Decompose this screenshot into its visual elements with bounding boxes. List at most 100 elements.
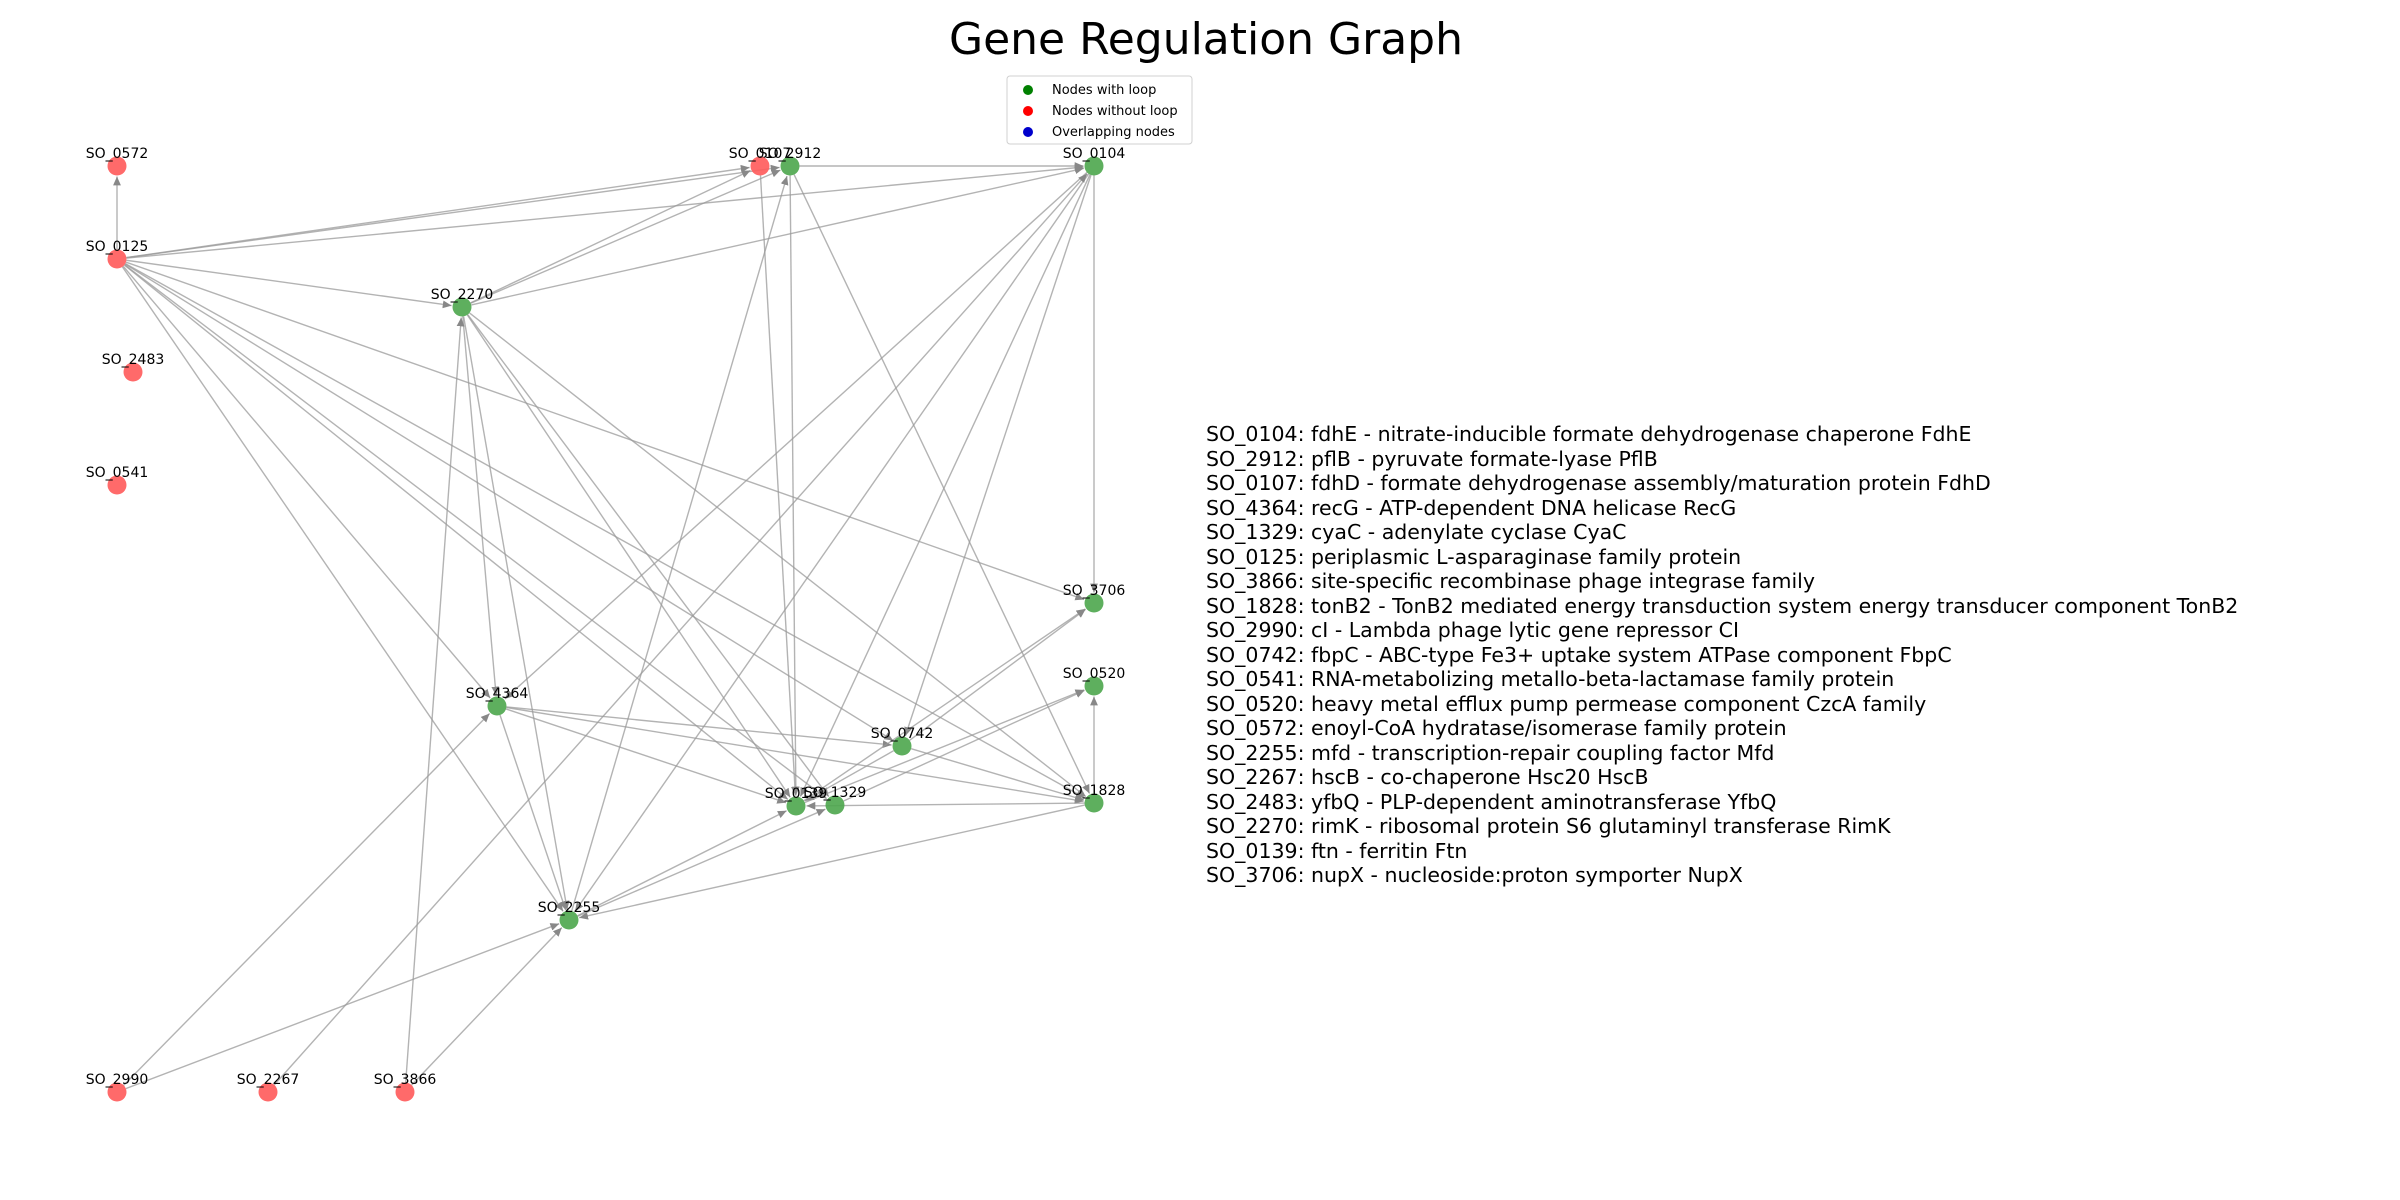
edge-so-4364-to-so-1828 [506, 706, 1084, 804]
node-label-so-1329: SO_1329 [804, 785, 867, 801]
edge-so-2270-to-so-1828 [469, 312, 1087, 798]
edge-so-2270-to-so-4364 [462, 316, 500, 696]
node-so-2270: SO_2270 [431, 287, 494, 317]
gene-description: SO_0742: fbpC - ABC-type Fe3+ uptake sys… [1206, 642, 1952, 667]
edge-so-2270-to-so-0104 [471, 166, 1084, 306]
node-label-so-2255: SO_2255 [538, 900, 601, 916]
node-label-so-2483: SO_2483 [102, 352, 165, 368]
node-label-so-0104: SO_0104 [1063, 146, 1126, 162]
node-so-0125: SO_0125 [86, 239, 149, 269]
gene-description: SO_4364: recG - ATP-dependent DNA helica… [1206, 495, 1737, 520]
node-so-2990: SO_2990 [86, 1072, 148, 1102]
gene-description: SO_2990: cI - Lambda phage lytic gene re… [1206, 618, 1739, 642]
gene-description: SO_0572: enoyl-CoA hydratase/isomerase f… [1206, 716, 1787, 740]
edge-so-0125-to-so-4364 [122, 265, 491, 699]
legend-label-overlapping: Overlapping nodes [1052, 125, 1175, 140]
node-marker-so-0139 [786, 796, 806, 816]
node-label-so-0125: SO_0125 [86, 239, 149, 255]
node-label-so-0572: SO_0572 [86, 146, 149, 162]
graph-title: Gene Regulation Graph [949, 14, 1463, 65]
edge-so-0125-to-so-2270 [126, 259, 452, 309]
legend-label-without-loop: Nodes without loop [1052, 104, 1178, 119]
gene-description: SO_1828: tonB2 - TonB2 mediated energy t… [1206, 593, 2239, 618]
edge-so-0125-to-so-0104 [126, 163, 1084, 259]
edge-so-0125-to-so-2912 [126, 164, 780, 259]
edge-so-0104-to-so-0139 [799, 174, 1091, 797]
gene-description: SO_0541: RNA-metabolizing metallo-beta-l… [1206, 667, 1895, 691]
edge-so-0742-to-so-0139 [804, 750, 895, 802]
node-marker-so-2267 [258, 1082, 278, 1102]
node-label-so-2912: SO_2912 [759, 146, 822, 162]
node-so-3706: SO_3706 [1063, 583, 1125, 613]
edge-so-0742-to-so-3706 [909, 608, 1087, 741]
node-label-so-0742: SO_0742 [871, 726, 934, 742]
legend-label-with-loop: Nodes with loop [1052, 83, 1156, 98]
gene-description: SO_0107: fdhD - formate dehydrogenase as… [1206, 471, 1991, 495]
legend-marker-overlapping [1023, 127, 1033, 137]
node-marker-so-0104 [1084, 156, 1104, 176]
edge-so-0139-to-so-3706 [803, 608, 1086, 802]
edge-so-2270-to-so-0107 [470, 169, 751, 304]
node-marker-so-2483 [123, 362, 143, 382]
edge-so-0104-to-so-4364 [504, 171, 1088, 700]
node-so-0107: SO_0107 [729, 146, 791, 176]
edge-so-1329-to-so-0520 [843, 689, 1085, 802]
node-so-4364: SO_4364 [466, 686, 528, 716]
node-marker-so-0107 [750, 156, 770, 176]
node-label-so-2270: SO_2270 [431, 287, 494, 303]
edge-so-1828-to-so-2255 [579, 804, 1085, 920]
edge-so-0125-to-so-0139 [123, 264, 789, 800]
edge-so-0104-to-so-0742 [904, 174, 1092, 737]
edge-so-2990-to-so-4364 [123, 713, 491, 1086]
edge-so-0125-to-so-2255 [121, 266, 564, 912]
node-marker-so-3706 [1084, 593, 1104, 613]
gene-description: SO_3866: site-specific recombinase phage… [1206, 569, 1815, 593]
edge-so-2255-to-so-1329 [577, 808, 826, 917]
edge-so-4364-to-so-0139 [505, 708, 787, 804]
node-marker-so-2912 [780, 156, 800, 176]
edge-so-3866-to-so-2255 [411, 927, 563, 1086]
edges-layer [113, 162, 1098, 1090]
edge-so-0125-to-so-3706 [125, 261, 1085, 601]
edge-so-4364-to-so-2255 [499, 714, 567, 911]
edge-so-3866-to-so-2270 [405, 317, 465, 1083]
edge-so-2270-to-so-2255 [462, 316, 570, 910]
gene-description: SO_0520: heavy metal efflux pump permeas… [1206, 691, 1927, 716]
edge-so-2912-to-so-0139 [789, 175, 800, 796]
edge-so-2255-to-so-2912 [571, 175, 789, 912]
edge-so-0104-to-so-2255 [574, 173, 1090, 912]
node-label-so-3866: SO_3866 [374, 1072, 437, 1088]
legend-marker-without-loop [1023, 106, 1033, 116]
node-marker-so-0572 [107, 156, 127, 176]
edge-so-0125-to-so-1329 [124, 264, 828, 800]
node-so-0541: SO_0541 [86, 465, 149, 495]
legend-frame [1006, 75, 1193, 145]
legend: Nodes with loop Nodes without loop Overl… [1006, 75, 1193, 145]
node-marker-so-0742 [892, 736, 912, 756]
edge-so-0139-to-so-0520 [804, 689, 1085, 804]
edge-so-4364-to-so-0742 [506, 706, 892, 749]
node-so-1329: SO_1329 [804, 785, 867, 815]
gene-description: SO_2483: yfbQ - PLP-dependent aminotrans… [1206, 789, 1777, 814]
node-so-0104: SO_0104 [1063, 146, 1126, 176]
node-marker-so-4364 [487, 696, 507, 716]
node-so-3866: SO_3866 [374, 1072, 437, 1102]
gene-description: SO_2255: mfd - transcription-repair coup… [1206, 740, 1775, 765]
gene-description: SO_2267: hscB - co-chaperone Hsc20 HscB [1206, 765, 1649, 789]
edge-so-1828-to-so-0139 [806, 801, 1085, 810]
edge-so-2270-to-so-1329 [467, 314, 830, 798]
node-so-1828: SO_1828 [1063, 783, 1125, 813]
node-label-so-0541: SO_0541 [86, 465, 149, 481]
gene-description: SO_2912: pflB - pyruvate formate-lyase P… [1206, 446, 1658, 471]
node-so-0520: SO_0520 [1063, 666, 1125, 696]
edge-so-2912-to-so-1828 [793, 174, 1091, 794]
edge-so-2267-to-so-0104 [273, 173, 1088, 1086]
node-marker-so-1329 [825, 795, 845, 815]
node-marker-so-0520 [1084, 676, 1104, 696]
gene-description: SO_0125: periplasmic L-asparaginase fami… [1206, 544, 1742, 569]
node-label-so-2267: SO_2267 [237, 1072, 300, 1088]
gene-description: SO_2270: rimK - ribosomal protein S6 glu… [1206, 814, 1891, 838]
gene-description-list: SO_0104: fdhE - nitrate-inducible format… [1206, 422, 2356, 888]
node-marker-so-1828 [1084, 793, 1104, 813]
